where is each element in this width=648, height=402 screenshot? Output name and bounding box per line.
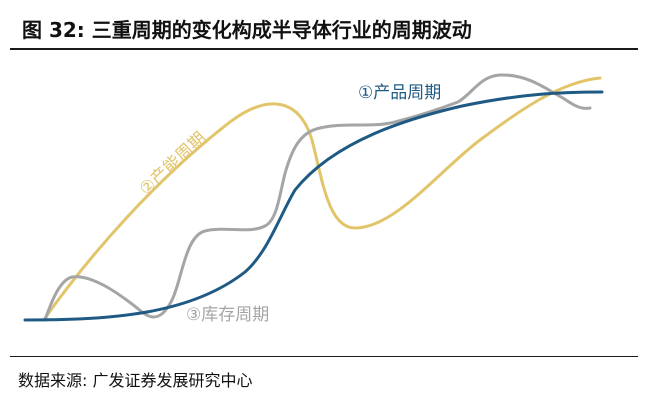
product-cycle-label: ①产品周期	[358, 83, 441, 103]
figure-title: 图 32: 三重周期的变化构成半导体行业的周期波动	[22, 18, 472, 42]
title-divider	[10, 48, 638, 50]
capacity-cycle-curve	[43, 76, 602, 320]
capacity-cycle-label: ②产能周期	[136, 128, 211, 199]
inventory-cycle-label: ③库存周期	[186, 305, 269, 325]
product-cycle-curve	[23, 90, 604, 322]
source-divider	[10, 356, 638, 357]
inventory-cycle-curve	[43, 73, 592, 322]
source-note: 数据来源: 广发证券发展研究中心	[18, 371, 253, 390]
